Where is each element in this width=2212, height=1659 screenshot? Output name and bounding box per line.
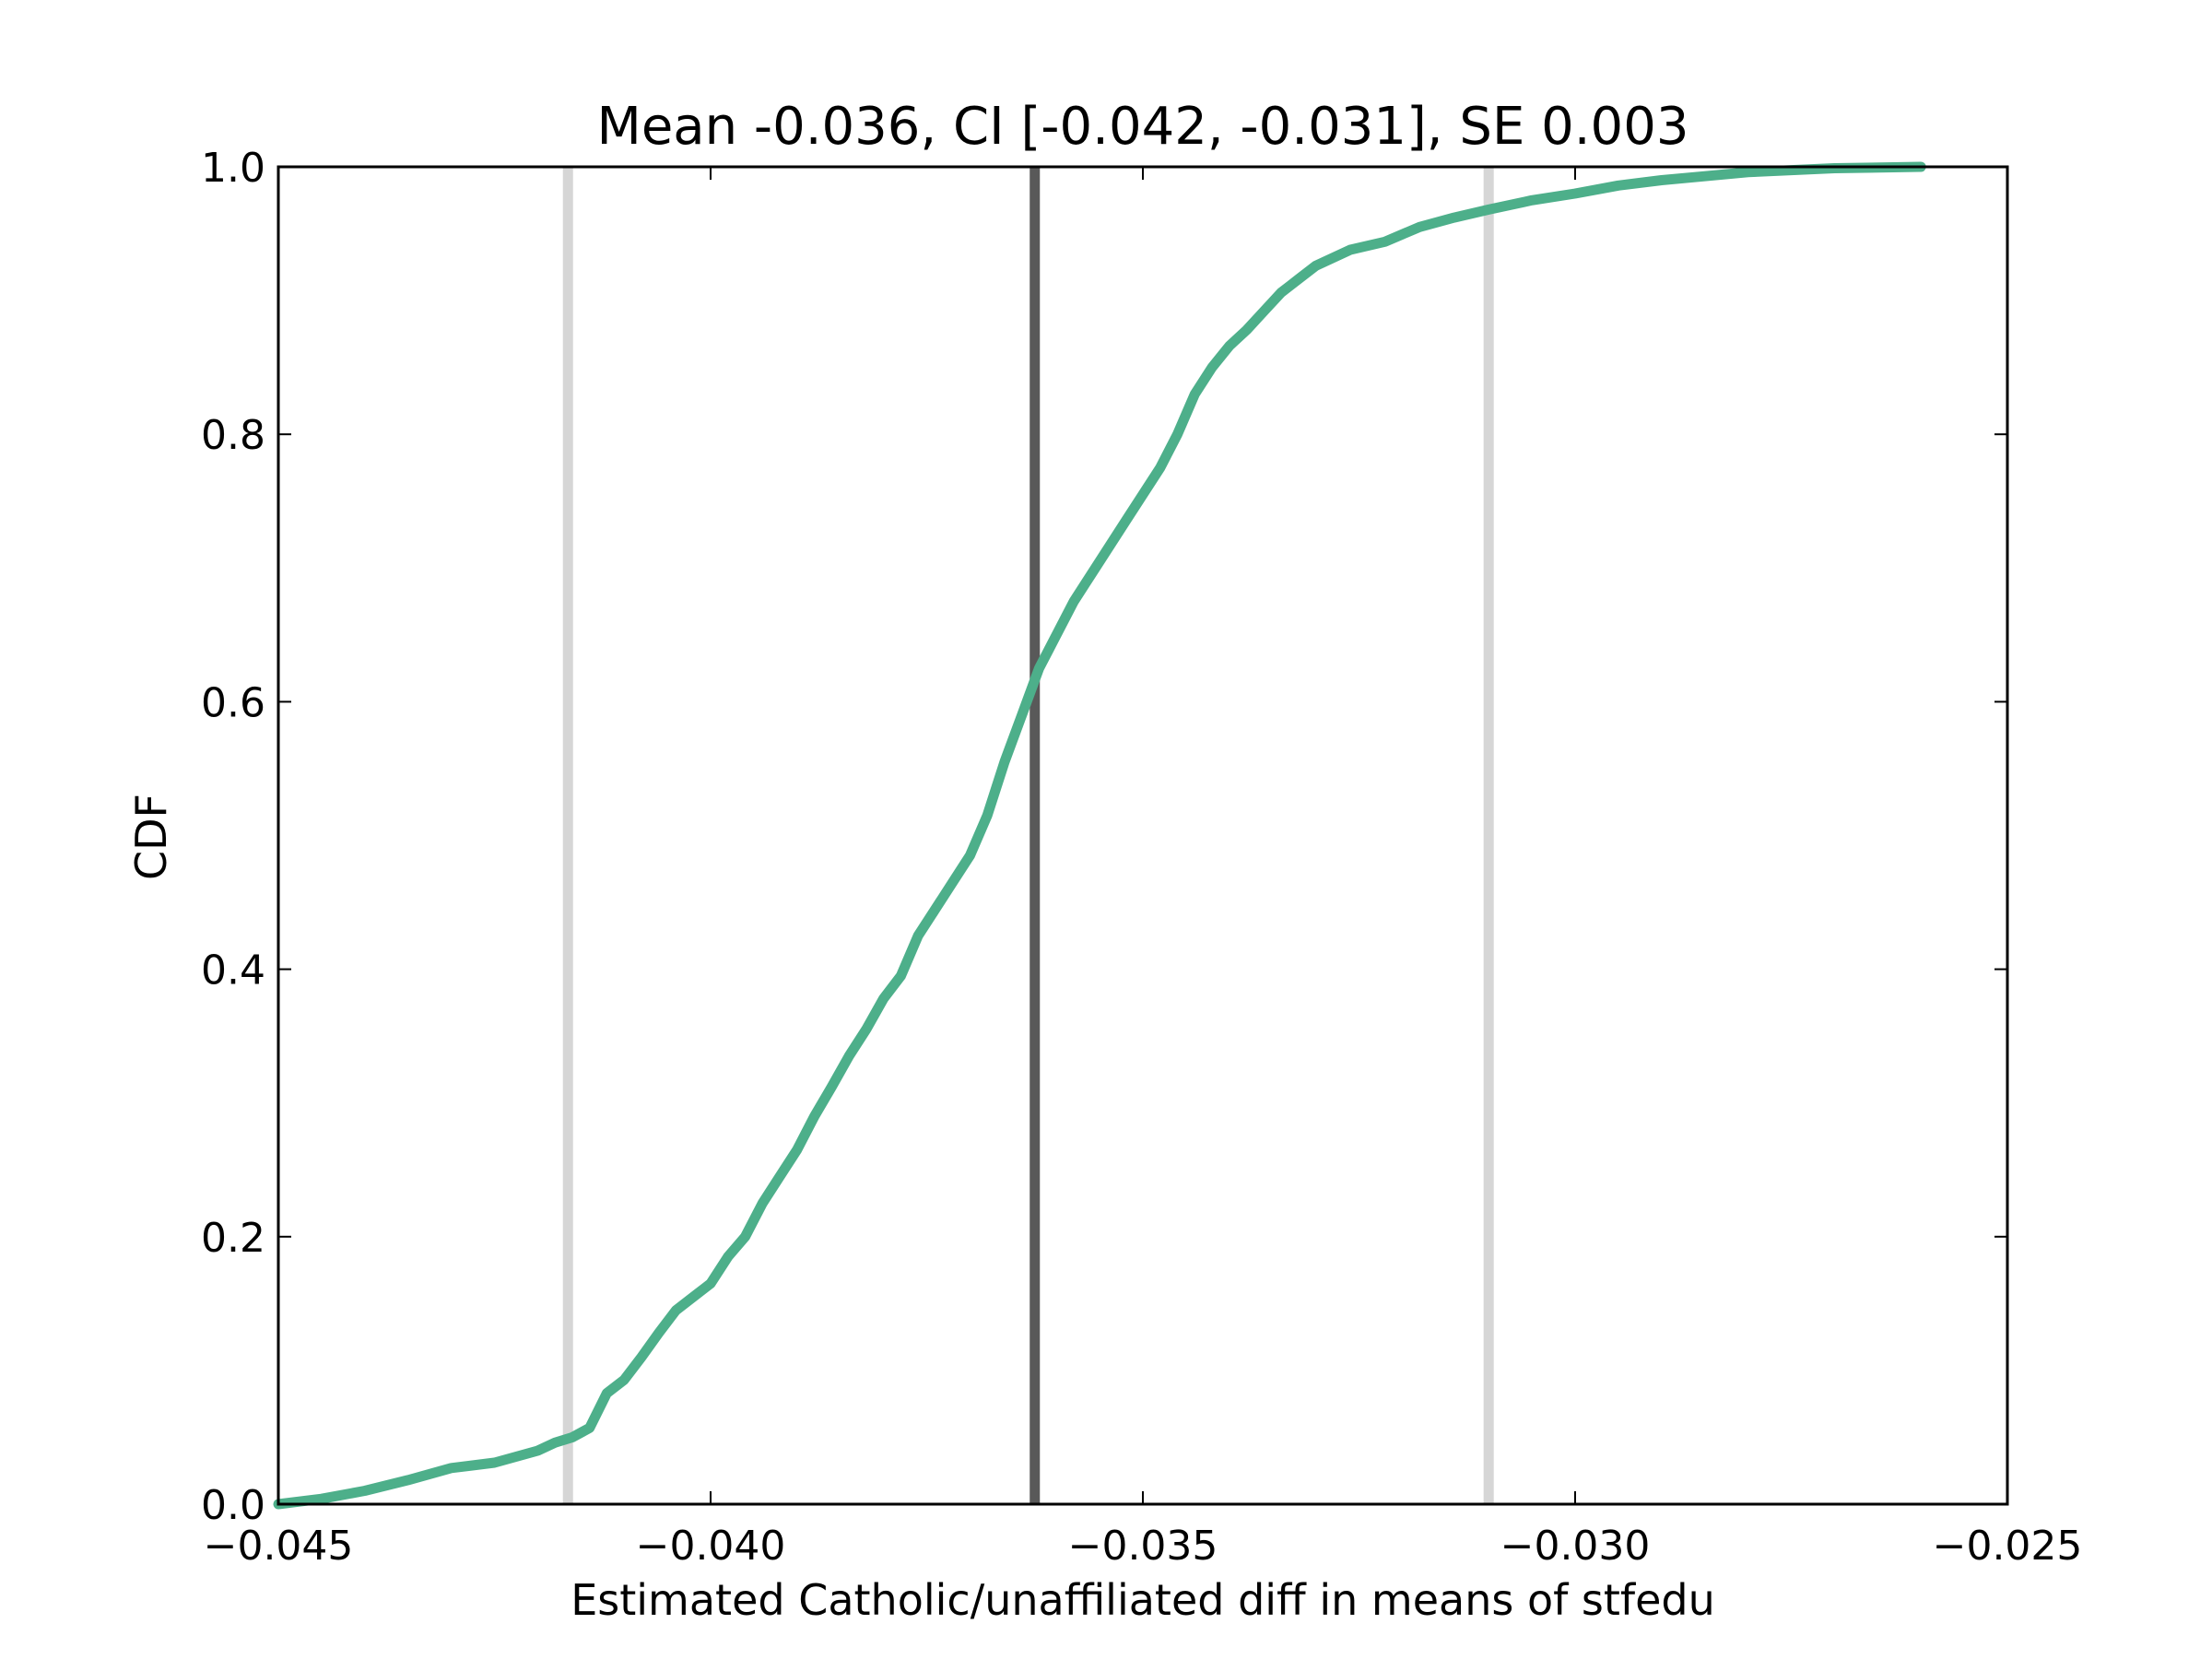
- y-axis-label: CDF: [126, 794, 176, 880]
- x-axis-label: Estimated Catholic/unaffiliated diff in …: [571, 1575, 1715, 1625]
- x-tick-label: −0.030: [1500, 1523, 1651, 1570]
- x-tick-label: −0.025: [1933, 1523, 2083, 1570]
- y-tick-label: 0.2: [201, 1215, 265, 1262]
- cdf-line-0: [273, 161, 1926, 1510]
- y-tick-label: 0.8: [201, 412, 265, 459]
- chart-title: Mean -0.036, CI [-0.042, -0.031], SE 0.0…: [597, 97, 1689, 157]
- plot-area: −0.045 −0.040 −0.035 −0.030 −0.025 0.0 0.2 0.4 0…: [201, 145, 2082, 1570]
- y-tick-label: 0.4: [201, 947, 265, 994]
- y-tick-label: 1.0: [201, 145, 265, 192]
- x-tick-label: −0.040: [636, 1523, 786, 1570]
- y-tick-label: 0.6: [201, 679, 265, 726]
- y-tick-label: 0.0: [201, 1482, 265, 1529]
- x-tick-label: −0.035: [1068, 1523, 1218, 1570]
- x-tick-label: −0.045: [204, 1523, 354, 1570]
